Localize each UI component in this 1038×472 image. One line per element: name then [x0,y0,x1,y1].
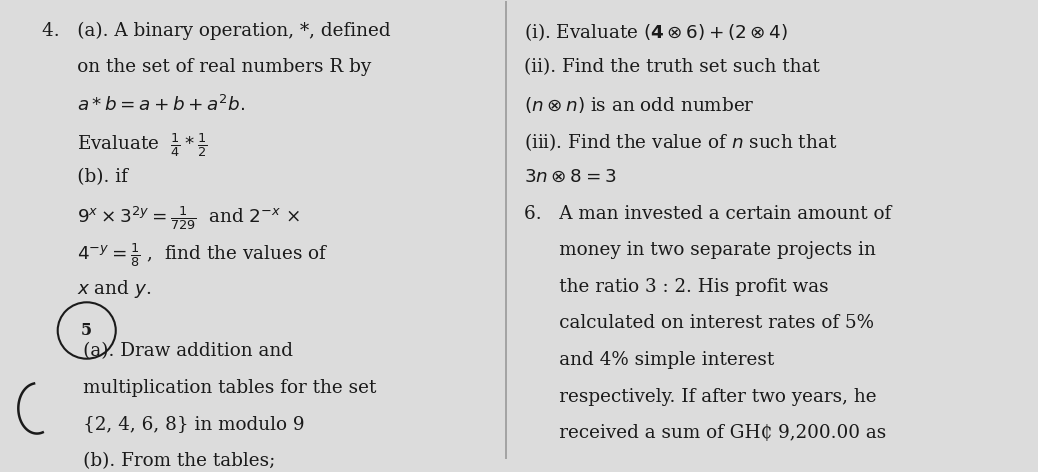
Text: {2, 4, 6, 8} in modulo 9: {2, 4, 6, 8} in modulo 9 [43,415,305,433]
Text: received a sum of GH₵ 9,200.00 as: received a sum of GH₵ 9,200.00 as [524,424,886,442]
Text: $(n \otimes n)$ is an odd number: $(n \otimes n)$ is an odd number [524,94,755,115]
Text: (a). Draw addition and: (a). Draw addition and [43,342,293,360]
Text: $3n \otimes 8 = 3$: $3n \otimes 8 = 3$ [524,168,617,186]
Text: 6.   A man invested a certain amount of: 6. A man invested a certain amount of [524,204,892,222]
Text: Evaluate  $\frac{1}{4} * \frac{1}{2}$: Evaluate $\frac{1}{4} * \frac{1}{2}$ [43,131,208,159]
Text: $a * b = a + b + a^2b.$: $a * b = a + b + a^2b.$ [43,94,245,115]
Text: respectively. If after two years, he: respectively. If after two years, he [524,388,877,406]
Text: 5: 5 [81,322,92,339]
Text: $x$ and $y$.: $x$ and $y$. [43,278,152,300]
Text: (b). From the tables;: (b). From the tables; [43,452,275,470]
Text: money in two separate projects in: money in two separate projects in [524,241,876,259]
Text: 4.   (a). A binary operation, *, defined: 4. (a). A binary operation, *, defined [43,21,390,40]
Text: multiplication tables for the set: multiplication tables for the set [43,379,377,396]
Text: $4^{-y} = \frac{1}{8}$ ,  find the values of: $4^{-y} = \frac{1}{8}$ , find the values… [43,241,329,269]
Text: (iii). Find the value of $n$ such that: (iii). Find the value of $n$ such that [524,131,838,153]
Text: (b). if: (b). if [43,168,128,186]
Text: (i). Evaluate $(\mathbf{4} \otimes 6) + (2 \otimes 4)$: (i). Evaluate $(\mathbf{4} \otimes 6) + … [524,21,788,43]
Text: on the set of real numbers R by: on the set of real numbers R by [43,58,372,76]
Text: the ratio 3 : 2. His profit was: the ratio 3 : 2. His profit was [524,278,828,296]
Text: $9^x \times 3^{2y} = \frac{1}{729}$  and $2^{-x}$ ×: $9^x \times 3^{2y} = \frac{1}{729}$ and … [43,204,301,233]
Text: (ii). Find the truth set such that: (ii). Find the truth set such that [524,58,820,76]
Text: calculated on interest rates of 5%: calculated on interest rates of 5% [524,314,874,332]
Text: and 4% simple interest: and 4% simple interest [524,351,774,369]
